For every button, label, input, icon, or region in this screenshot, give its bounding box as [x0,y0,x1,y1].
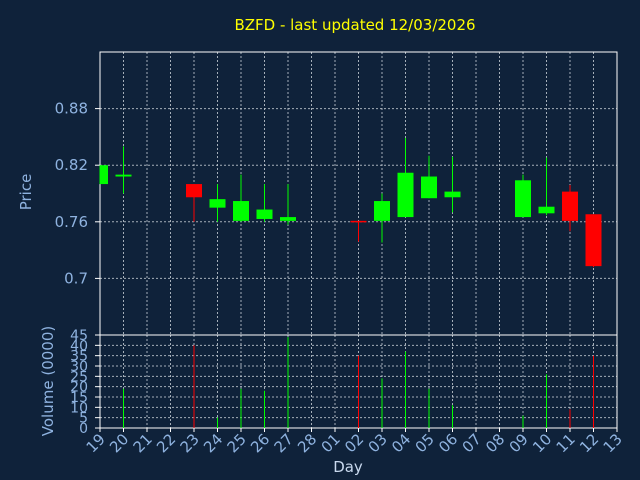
price-gridlines [99,52,618,335]
candle-body [444,191,461,198]
x-tick-label: 02 [341,430,367,456]
candle-body [421,176,437,199]
x-tick-label: 08 [482,430,508,456]
x-tick-label: 04 [388,430,414,456]
candle-body [100,165,108,185]
x-tick-label: 10 [529,430,555,456]
candle-body [186,184,202,198]
candle-02 [350,220,367,242]
x-tick-label: 09 [506,430,532,456]
volume-tick-label: 35 [70,349,88,365]
x-tick-label: 26 [247,430,273,456]
candle-body [585,214,602,267]
price-tick-label: 0.76 [55,213,88,231]
x-tick-label: 27 [271,430,297,456]
candle-06 [444,156,461,213]
volume-tick-label: 15 [70,390,88,406]
volume-tick-label: 20 [70,380,88,396]
x-tick-label: 12 [576,430,602,456]
candle-10 [538,157,555,216]
price-tick-label: 0.88 [55,100,88,118]
candle-19 [99,165,108,185]
volume-tick-label: 0 [79,421,88,437]
x-tick-label: 03 [365,430,391,456]
candle-body [233,201,249,221]
x-tick-label: 20 [106,430,132,456]
x-tick-label: 06 [435,430,461,456]
x-tick-label: 24 [200,430,226,456]
x-tick-label: 01 [318,430,344,456]
candle-body [538,206,555,214]
chart-title: BZFD - last updated 12/03/2026 [234,16,475,34]
x-axis-label: Day [333,458,363,476]
candle-12 [585,214,602,268]
price-y-ticks: 0.7 0.76 0.82 0.88 [55,100,100,287]
x-tick-label: 07 [459,430,485,456]
candle-27 [280,184,296,225]
x-tick-label: 28 [294,430,320,456]
x-tick-label: 21 [130,430,156,456]
candle-26 [256,184,273,222]
x-tick-label: 23 [177,430,203,456]
candle-24 [209,184,226,222]
candle-body [397,172,414,218]
price-axis-label: Price [17,174,35,211]
price-tick-label: 0.7 [64,269,88,287]
volume-axis-label: Volume (0000) [39,326,57,436]
candle-body [115,174,132,177]
x-tick-label: 22 [153,430,179,456]
candle-25 [233,174,249,222]
candles [99,137,602,268]
volume-tick-label: 25 [70,369,88,385]
candle-body [280,217,296,221]
x-axis-ticks: 1920212223242526272801020304050607080910… [83,428,626,456]
candle-04 [397,137,414,218]
price-tick-label: 0.82 [55,156,88,174]
volume-tick-label: 40 [70,338,88,354]
candle-09 [515,174,531,218]
candle-body [209,199,226,208]
x-tick-label: 11 [553,430,579,456]
candle-11 [562,185,578,232]
x-tick-label: 05 [412,430,438,456]
candle-body [374,201,390,221]
volume-tick-label: 5 [79,411,88,427]
x-tick-label: 25 [224,430,250,456]
candle-20 [115,146,132,194]
volume-tick-label: 10 [70,400,88,416]
candle-body [256,209,273,219]
candle-body [350,220,367,223]
volume-tick-label: 30 [70,359,88,375]
candle-05 [421,155,437,199]
candle-body [515,180,531,218]
x-tick-label: 13 [600,430,626,456]
candle-23 [186,184,202,222]
candle-03 [374,193,390,243]
volume-tick-label: 45 [70,328,88,344]
candle-body [562,191,578,221]
volume-bars [123,337,594,428]
